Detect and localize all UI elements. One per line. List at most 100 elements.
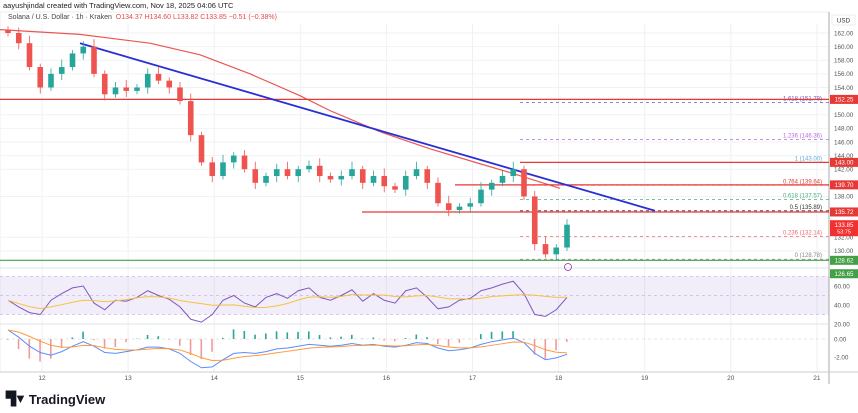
candle-body — [80, 46, 87, 54]
macd-histogram-bar — [490, 331, 493, 339]
y-tick-label: 132.00 — [834, 235, 854, 242]
x-tick-label: 12 — [38, 375, 46, 382]
currency-label: USD — [837, 18, 851, 25]
candle-body — [488, 182, 495, 190]
candle-body — [48, 73, 54, 88]
macd-histogram-bar — [39, 339, 41, 362]
macd-histogram-bar — [447, 339, 450, 347]
y-tick-label: 158.00 — [834, 58, 854, 65]
macd-histogram-bar — [555, 339, 557, 351]
candle-body — [91, 46, 97, 74]
candle-body — [370, 176, 377, 183]
macd-histogram-bar — [275, 331, 278, 339]
close-value: C133.85 — [200, 14, 227, 21]
candle-body — [531, 196, 538, 245]
macd-histogram-bar — [426, 337, 428, 339]
price-tag — [830, 255, 858, 265]
candle-body — [177, 87, 183, 102]
macd-histogram-bar — [308, 331, 310, 339]
x-tick-label: 20 — [727, 375, 735, 382]
y-tick-label: 144.00 — [834, 153, 854, 160]
event-marker-icon — [564, 263, 572, 271]
x-tick-label: 13 — [124, 375, 132, 382]
tradingview-logo: ▜▼ TradingView — [6, 391, 105, 407]
macd-line — [7, 329, 568, 369]
macd-histogram-bar — [60, 339, 63, 348]
candle-body — [521, 169, 527, 197]
candle-body — [155, 73, 162, 81]
macd-histogram-bar — [243, 331, 246, 339]
macd-histogram-bar — [544, 339, 547, 359]
macd-histogram-bar — [82, 331, 84, 339]
macd-histogram-bar — [383, 339, 385, 341]
macd-histogram-bar — [458, 339, 461, 343]
price-tag — [830, 220, 858, 237]
macd-histogram-bar — [437, 339, 439, 345]
macd-histogram-bar — [566, 339, 568, 342]
x-tick-label: 21 — [813, 375, 821, 382]
candle-body — [263, 176, 269, 183]
candle-body — [510, 169, 517, 177]
macd-histogram-bar — [232, 329, 235, 339]
candle-body — [230, 155, 237, 163]
candle-body — [564, 224, 570, 248]
candle-body — [553, 247, 560, 255]
price-tag-label: 126.65 — [835, 271, 854, 278]
candle-body — [392, 186, 398, 190]
price-tag — [830, 269, 858, 279]
macd-histogram-bar — [297, 331, 299, 339]
countdown-label: 53:75 — [837, 230, 851, 236]
macd-tick-label: 0.00 — [834, 336, 847, 343]
rsi-tick-label: 20.00 — [834, 321, 850, 328]
macd-tick-label: -2.00 — [834, 354, 849, 361]
macd-histogram-bar — [501, 331, 504, 339]
macd-histogram-bar — [50, 339, 52, 359]
x-tick-label: 14 — [211, 375, 219, 382]
moving-average-line — [0, 28, 561, 189]
fib-level-label: 0.5 (135.89) — [790, 205, 822, 211]
candle-body — [134, 87, 140, 91]
macd-histogram-bar — [200, 339, 203, 360]
rsi-ma-line — [7, 294, 568, 310]
macd-histogram-bar — [318, 334, 321, 339]
macd-histogram-bar — [329, 337, 332, 339]
symbol-legend: Solana / U.S. Dollar · 1h · Kraken O134.… — [8, 14, 277, 21]
price-tag — [830, 207, 858, 217]
fib-level-label: 0 (128.78) — [795, 253, 822, 259]
candle-body — [381, 176, 388, 187]
fib-level-label: 0.618 (137.57) — [783, 193, 822, 199]
candle-body — [499, 176, 506, 183]
macd-histogram-bar — [394, 339, 396, 342]
candle-body — [273, 169, 280, 177]
x-tick-label: 15 — [297, 375, 305, 382]
macd-histogram-bar — [512, 331, 514, 339]
y-tick-label: 160.00 — [834, 44, 854, 51]
macd-histogram-bar — [372, 337, 375, 339]
x-tick-label: 18 — [555, 375, 563, 382]
y-tick-label: 162.00 — [834, 30, 854, 37]
macd-histogram-bar — [265, 333, 267, 339]
candle-body — [123, 87, 130, 91]
macd-histogram-bar — [93, 339, 95, 341]
candle-body — [166, 80, 173, 88]
fib-level-label: 1 (143.00) — [795, 156, 822, 162]
y-tick-label: 142.00 — [834, 167, 854, 174]
macd-histogram-bar — [533, 339, 536, 355]
candle-body — [295, 169, 302, 177]
macd-histogram-bar — [340, 336, 342, 339]
candle-body — [101, 73, 108, 95]
candle-body — [37, 67, 44, 88]
open-value: O134.37 — [115, 14, 143, 21]
y-tick-label: 156.00 — [834, 71, 854, 78]
y-tick-label: 148.00 — [834, 126, 854, 133]
credit-text: aayushjindal created with TradingView.co… — [3, 1, 234, 10]
price-tag-label: 133.85 — [835, 222, 854, 229]
candle-body — [26, 43, 33, 68]
macd-histogram-bar — [480, 334, 482, 339]
rsi-line — [7, 280, 568, 323]
x-tick-label: 16 — [383, 375, 391, 382]
price-chart-svg[interactable]: 12 13 14 15 16 17 18 19 20 21 162.00 160.00 158.00 15… — [0, 0, 858, 390]
signal-line — [7, 329, 568, 362]
x-tick-label: 17 — [469, 375, 477, 382]
